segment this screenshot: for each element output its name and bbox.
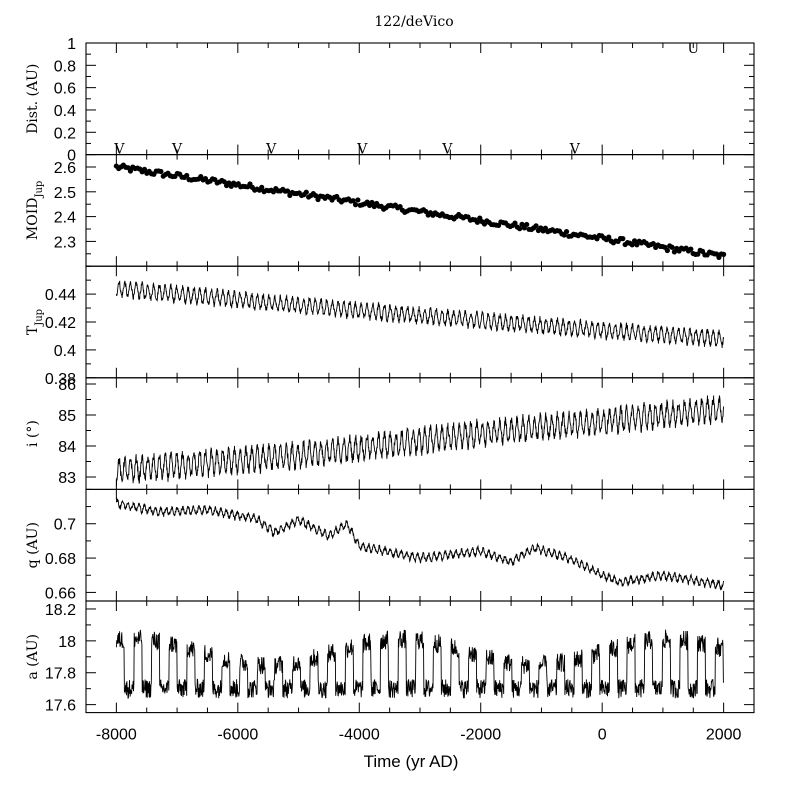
panel-semimajor: 17.6 17.8 18 18.2a (AU) [25, 600, 755, 715]
y-tick-label: 0 [67, 148, 76, 165]
encounter-marker-V: V [441, 142, 453, 158]
data-point [259, 184, 265, 190]
y-axis-label-main: MOID [25, 198, 41, 241]
data-point [620, 236, 626, 242]
y-tick-label: 2.6 [54, 160, 76, 177]
y-tick-label: 2.5 [54, 185, 76, 202]
panel-perihelion: 0.66 0.68 0.7 q (AU) [25, 488, 755, 602]
data-point [629, 242, 635, 248]
data-point [158, 168, 164, 175]
data-point [664, 247, 670, 254]
data-point [141, 166, 148, 172]
y-tick-label: 0.4 [54, 103, 76, 120]
y-axis-label-subscript: Jup [34, 181, 45, 199]
y-tick-label: 83 [58, 470, 76, 487]
y-tick-label: 0.2 [54, 125, 76, 142]
series-line-perihelion [115, 496, 725, 591]
panel-frame [85, 265, 755, 379]
y-tick-label: 2.4 [54, 210, 76, 227]
y-axis-label-perihelion: q (AU) [25, 522, 41, 568]
y-tick-label: 0.7 [54, 517, 76, 534]
data-point [474, 219, 481, 225]
panel-dist: 0 0.2 0.4 0.6 0.8 1 Dist. (AU) V V V V V V U [25, 36, 755, 165]
y-tick-label: 0.44 [45, 287, 76, 304]
panel-moid: 2.3 2.4 2.5 2.6 MOIDJup [25, 154, 755, 267]
y-tick-label: 84 [58, 439, 76, 456]
encounter-marker-U: U [687, 41, 699, 57]
y-tick-label: 0.38 [45, 371, 76, 388]
data-point [533, 223, 539, 229]
data-point [669, 244, 675, 250]
y-axis-label-subscript: Jup [34, 309, 45, 327]
series-line-incl [115, 395, 725, 486]
data-point [184, 172, 190, 179]
y-tick-label: 0.6 [54, 81, 76, 98]
panel-incl: 83 84 85 86 i (°) [25, 377, 755, 490]
y-tick-label: 17.8 [45, 666, 76, 683]
data-point [688, 246, 694, 252]
data-point [650, 240, 656, 247]
data-point [313, 193, 319, 199]
x-tick-label: -8000 [96, 727, 137, 744]
x-tick-label: -4000 [339, 727, 380, 744]
encounter-marker-V: V [356, 142, 368, 158]
data-point [303, 189, 309, 195]
x-tick-label: -6000 [217, 727, 258, 744]
data-point [695, 251, 701, 257]
panel-frame [85, 600, 755, 714]
y-tick-label: 0.66 [45, 585, 76, 602]
data-point [512, 220, 518, 226]
chart-title: 122/deVico [374, 14, 453, 30]
x-tick-label: 0 [598, 727, 607, 744]
encounter-marker-V: V [171, 142, 183, 158]
y-tick-label: 0.42 [45, 315, 76, 332]
series-line-semimajor [115, 629, 724, 699]
encounter-marker-V: V [113, 142, 125, 158]
y-axis-label-tjup: TJup [25, 309, 45, 335]
y-tick-label: 0.68 [45, 551, 76, 568]
panel-frame [85, 42, 755, 156]
data-point [352, 202, 359, 208]
data-point [606, 234, 612, 240]
y-axis-label-main: T [25, 325, 41, 335]
data-point [517, 226, 523, 232]
y-tick-label: 0.8 [54, 58, 76, 75]
panel-frame [85, 488, 755, 602]
y-tick-label: 2.3 [54, 234, 76, 251]
y-tick-label: 0.4 [54, 343, 76, 360]
y-axis-label-incl: i (°) [25, 420, 41, 447]
y-tick-label: 86 [58, 377, 76, 394]
y-tick-label: 18 [58, 634, 76, 651]
y-tick-label: 85 [58, 408, 76, 425]
y-tick-label: 1 [67, 36, 76, 53]
data-point [524, 221, 530, 228]
data-point [631, 238, 638, 244]
x-axis-label: Time (yr AD) [364, 752, 459, 771]
y-tick-label: 17.6 [45, 698, 76, 715]
x-tick-label: -2000 [460, 727, 501, 744]
data-point [284, 188, 291, 194]
x-tick-label: 2000 [706, 727, 742, 744]
data-point [721, 251, 727, 257]
y-tick-label: 18.2 [45, 602, 76, 619]
data-point [369, 199, 375, 206]
y-axis-label-moid: MOIDJup [25, 181, 45, 240]
data-point [127, 168, 134, 174]
series-line-tjup [115, 280, 725, 349]
data-point [221, 179, 227, 185]
y-axis-label-semimajor: a (AU) [25, 634, 41, 680]
data-point [563, 228, 570, 235]
encounter-marker-V: V [569, 142, 581, 158]
data-point [350, 198, 356, 204]
encounter-marker-V: V [265, 142, 277, 158]
y-axis-label-dist: Dist. (AU) [25, 64, 41, 134]
data-point [355, 197, 361, 203]
chart-panels: 0 0.2 0.4 0.6 0.8 1 Dist. (AU) V V V V V V U 2.3 2.4 2.5… [25, 36, 755, 744]
